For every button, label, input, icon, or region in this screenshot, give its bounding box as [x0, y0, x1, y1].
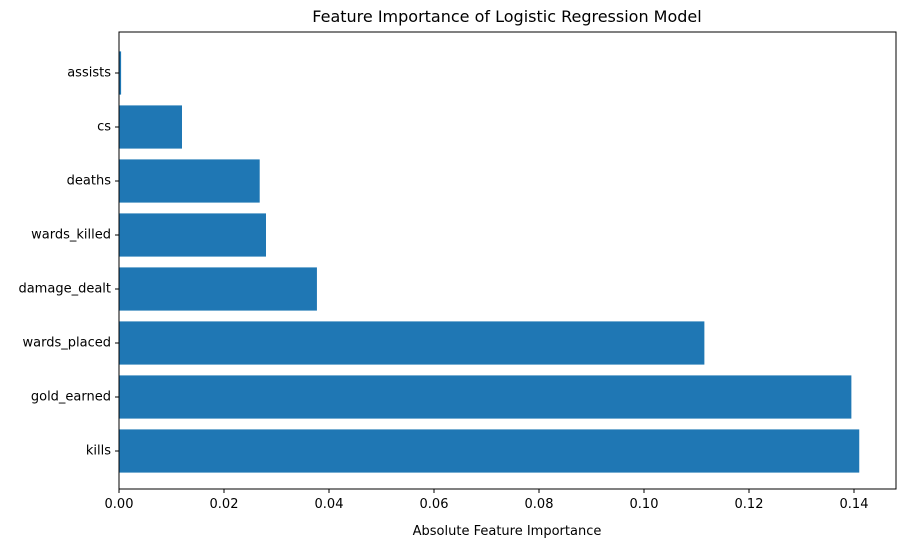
chart-title: Feature Importance of Logistic Regressio… — [312, 7, 701, 26]
bar-group — [119, 51, 860, 473]
plot-frame — [118, 31, 897, 490]
bar-cs — [119, 105, 182, 149]
y-tick-label: kills — [86, 444, 111, 459]
y-tick-label: damage_dealt — [18, 282, 111, 297]
x-tick-label: 0.06 — [420, 497, 449, 512]
x-axis: 0.00 0.02 0.04 0.06 0.08 0.10 0.12 0.14 — [105, 489, 869, 512]
x-tick-label: 0.04 — [315, 497, 344, 512]
bar-gold-earned — [119, 375, 852, 419]
x-tick-label: 0.08 — [525, 497, 554, 512]
y-tick-label: cs — [97, 120, 111, 135]
y-tick-label: deaths — [67, 174, 112, 189]
y-tick-label: wards_placed — [23, 336, 111, 351]
x-axis-label: Absolute Feature Importance — [413, 524, 602, 539]
bar-kills — [119, 429, 860, 473]
y-tick-label: gold_earned — [31, 390, 111, 405]
bar-deaths — [119, 159, 260, 203]
x-tick-label: 0.10 — [630, 497, 659, 512]
x-tick-label: 0.14 — [840, 497, 869, 512]
bar-wards-killed — [119, 213, 266, 257]
x-tick-label: 0.02 — [210, 497, 239, 512]
y-tick-label: assists — [67, 66, 111, 81]
bar-wards-placed — [119, 321, 705, 365]
bar-assists — [119, 51, 122, 95]
x-tick-label: 0.00 — [105, 497, 134, 512]
y-axis: kills gold_earned wards_placed damage_dealt… — [18, 66, 119, 459]
y-tick-label: wards_killed — [31, 228, 111, 243]
x-tick-label: 0.12 — [735, 497, 764, 512]
bar-damage-dealt — [119, 267, 317, 311]
